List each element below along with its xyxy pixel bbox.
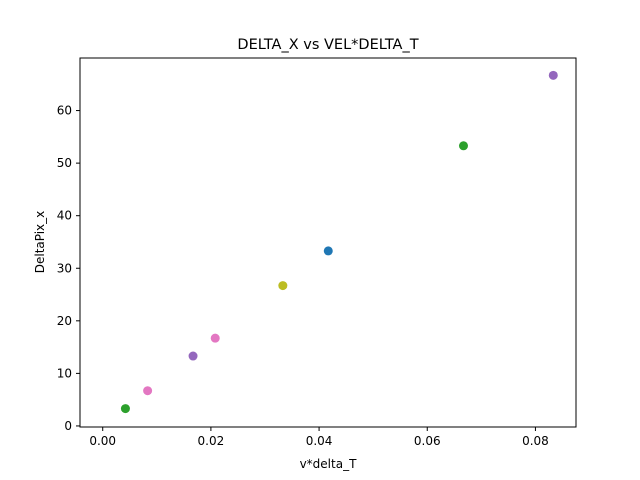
plot-area (79, 57, 577, 428)
x-tick-label: 0.08 (522, 434, 549, 448)
y-tick-label: 10 (57, 366, 72, 380)
data-point (210, 333, 220, 343)
x-axis-label: v*delta_T (300, 457, 357, 471)
data-point (278, 281, 288, 291)
x-tick-label: 0.00 (89, 434, 116, 448)
data-point (548, 70, 558, 80)
data-point (188, 351, 198, 361)
y-tick-label: 20 (57, 314, 72, 328)
chart-title: DELTA_X vs VEL*DELTA_T (237, 37, 418, 53)
x-tick-label: 0.02 (198, 434, 225, 448)
data-points (120, 70, 558, 414)
y-tick-label: 40 (57, 209, 72, 223)
x-tick-label: 0.04 (306, 434, 333, 448)
x-axis: 0.00 0.02 0.04 0.06 0.08 (89, 427, 549, 448)
y-axis: 0 10 20 30 40 50 60 (57, 104, 80, 433)
data-point (143, 386, 153, 396)
data-point (323, 246, 333, 256)
y-tick-label: 30 (57, 261, 72, 275)
y-axis-label: DeltaPix_x (33, 211, 47, 274)
data-point (458, 141, 468, 151)
y-tick-label: 50 (57, 156, 72, 170)
y-tick-label: 60 (57, 104, 72, 118)
y-tick-label: 0 (64, 419, 72, 433)
data-point (120, 404, 130, 414)
x-tick-label: 0.06 (414, 434, 441, 448)
